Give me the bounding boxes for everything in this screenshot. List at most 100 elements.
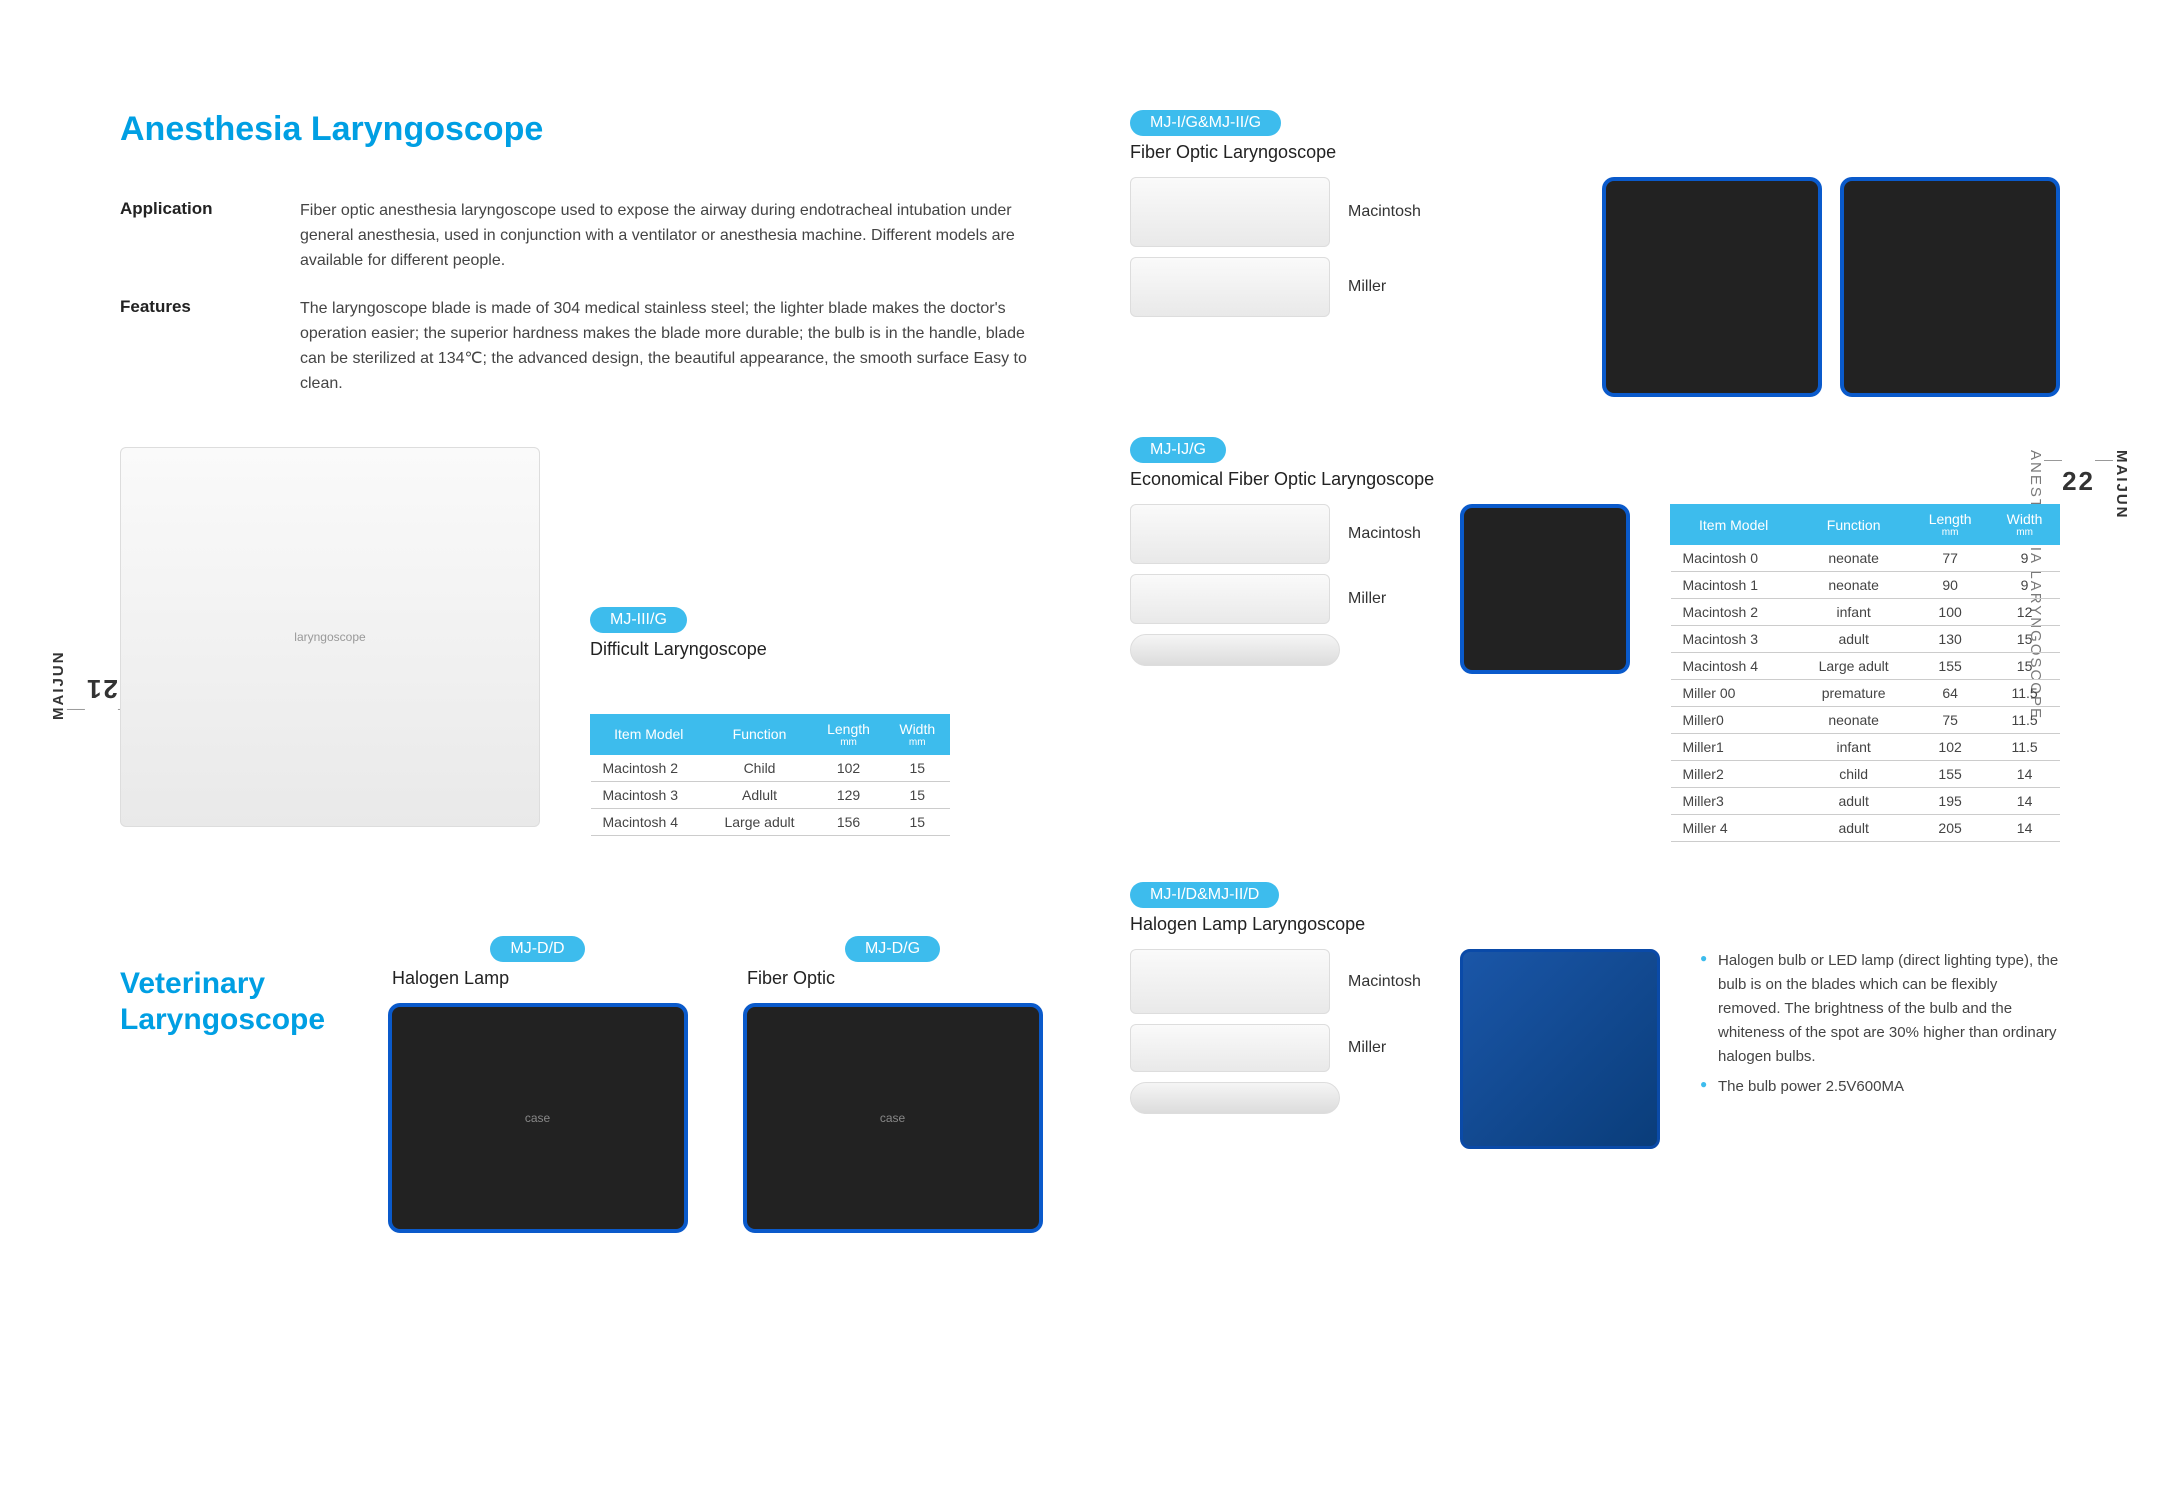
note-item: Halogen bulb or LED lamp (direct lightin… (1700, 949, 2060, 1069)
table-cell: 195 (1911, 788, 1990, 815)
table-cell: 64 (1911, 680, 1990, 707)
difficult-spec-table: Item ModelFunctionLengthmmWidthmm Macint… (590, 714, 950, 836)
table-cell: 15 (885, 808, 949, 835)
table-cell: adult (1797, 788, 1911, 815)
table-cell: 9 (1990, 572, 2060, 599)
fiber-vet-label: Fiber Optic (747, 968, 1050, 989)
table-cell: Miller2 (1671, 761, 1797, 788)
table-row: Miller3adult19514 (1671, 788, 2060, 815)
econ-macintosh-image (1130, 504, 1330, 564)
main-spec-table: Item ModelFunctionLengthmmWidthmm Macint… (1670, 504, 2060, 842)
econ-macintosh-label: Macintosh (1348, 525, 1421, 543)
table-cell: 102 (1911, 734, 1990, 761)
halogen-vet-label: Halogen Lamp (392, 968, 695, 989)
table-cell: 155 (1911, 653, 1990, 680)
table-cell: premature (1797, 680, 1911, 707)
table-cell: Large adult (707, 808, 812, 835)
macintosh-label: Macintosh (1348, 203, 1421, 221)
table-row: Macintosh 4Large adult15615 (591, 808, 950, 835)
table-cell: 15 (885, 754, 949, 781)
table-row: Macintosh 3adult13015 (1671, 626, 2060, 653)
veterinary-title: Veterinary Laryngoscope (120, 966, 340, 1038)
table-cell: 205 (1911, 815, 1990, 842)
page-title: Anesthesia Laryngoscope (120, 110, 1050, 149)
table-cell: 15 (1990, 626, 2060, 653)
table-cell: 11.5 (1990, 734, 2060, 761)
application-label: Application (120, 199, 260, 219)
table-header: Function (707, 714, 812, 754)
table-row: Miller 00premature6411.5 (1671, 680, 2060, 707)
page-left: Anesthesia Laryngoscope Application Fibe… (0, 0, 1090, 1489)
halogen-case-image (1460, 949, 1660, 1149)
table-cell: infant (1797, 734, 1911, 761)
table-row: Macintosh 3Adlult12915 (591, 781, 950, 808)
vet-title-1: Veterinary (120, 967, 265, 1000)
table-cell: 9 (1990, 545, 2060, 572)
economical-title: Economical Fiber Optic Laryngoscope (1130, 469, 2060, 490)
econ-miller-label: Miller (1348, 590, 1386, 608)
table-cell: 100 (1911, 599, 1990, 626)
table-cell: 130 (1911, 626, 1990, 653)
page-right: MJ-I/G&MJ-II/G Fiber Optic Laryngoscope … (1090, 0, 2180, 1489)
table-cell: 77 (1911, 545, 1990, 572)
table-header: Item Model (1671, 505, 1797, 545)
table-cell: Macintosh 3 (591, 781, 708, 808)
table-cell: Miller3 (1671, 788, 1797, 815)
difficult-title: Difficult Laryngoscope (590, 639, 1050, 660)
table-cell: Macintosh 4 (1671, 653, 1797, 680)
model-pill-economical: MJ-IJ/G (1130, 437, 1226, 463)
table-row: Macintosh 0neonate779 (1671, 545, 2060, 572)
table-row: Miller1infant10211.5 (1671, 734, 2060, 761)
hal-handle-image (1130, 1082, 1340, 1114)
table-cell: 15 (885, 781, 949, 808)
table-row: Miller2child15514 (1671, 761, 2060, 788)
table-cell: 11.5 (1990, 707, 2060, 734)
features-text: The laryngoscope blade is made of 304 me… (300, 297, 1050, 396)
table-cell: 129 (812, 781, 885, 808)
table-cell: child (1797, 761, 1911, 788)
table-cell: Macintosh 1 (1671, 572, 1797, 599)
halogen-vet-case-image: case (388, 1003, 688, 1233)
halogen-lamp-title: Halogen Lamp Laryngoscope (1130, 914, 2060, 935)
econ-handle-image (1130, 634, 1340, 666)
table-row: Macintosh 4Large adult15515 (1671, 653, 2060, 680)
table-cell: infant (1797, 599, 1911, 626)
table-row: Miller 4adult20514 (1671, 815, 2060, 842)
table-header: Item Model (591, 714, 708, 754)
table-row: Macintosh 1neonate909 (1671, 572, 2060, 599)
table-cell: 14 (1990, 761, 2060, 788)
table-row: Macintosh 2Child10215 (591, 754, 950, 781)
hal-macintosh-image (1130, 949, 1330, 1014)
table-row: Miller0neonate7511.5 (1671, 707, 2060, 734)
vet-title-2: Laryngoscope (120, 1003, 325, 1036)
table-cell: 155 (1911, 761, 1990, 788)
halogen-notes: Halogen bulb or LED lamp (direct lightin… (1700, 949, 2060, 1099)
table-cell: Adlult (707, 781, 812, 808)
table-cell: 90 (1911, 572, 1990, 599)
table-header: Widthmm (1990, 505, 2060, 545)
table-cell: Miller 00 (1671, 680, 1797, 707)
table-cell: Macintosh 4 (591, 808, 708, 835)
table-cell: Miller1 (1671, 734, 1797, 761)
table-cell: adult (1797, 815, 1911, 842)
table-cell: Macintosh 2 (591, 754, 708, 781)
table-header: Lengthmm (1911, 505, 1990, 545)
fiber-optic-title: Fiber Optic Laryngoscope (1130, 142, 2060, 163)
table-header: Lengthmm (812, 714, 885, 754)
table-cell: neonate (1797, 545, 1911, 572)
table-cell: Macintosh 0 (1671, 545, 1797, 572)
application-text: Fiber optic anesthesia laryngoscope used… (300, 199, 1050, 273)
hal-macintosh-label: Macintosh (1348, 973, 1421, 991)
table-header: Widthmm (885, 714, 949, 754)
table-cell: adult (1797, 626, 1911, 653)
econ-miller-image (1130, 574, 1330, 624)
table-cell: 156 (812, 808, 885, 835)
hal-miller-label: Miller (1348, 1039, 1386, 1057)
fiber-vet-case-image: case (743, 1003, 1043, 1233)
model-pill-halogen-vet: MJ-D/D (490, 936, 584, 962)
table-cell: neonate (1797, 707, 1911, 734)
table-cell: 102 (812, 754, 885, 781)
fiber-case-image-2 (1840, 177, 2060, 397)
miller-blade-image (1130, 257, 1330, 317)
table-cell: Large adult (1797, 653, 1911, 680)
